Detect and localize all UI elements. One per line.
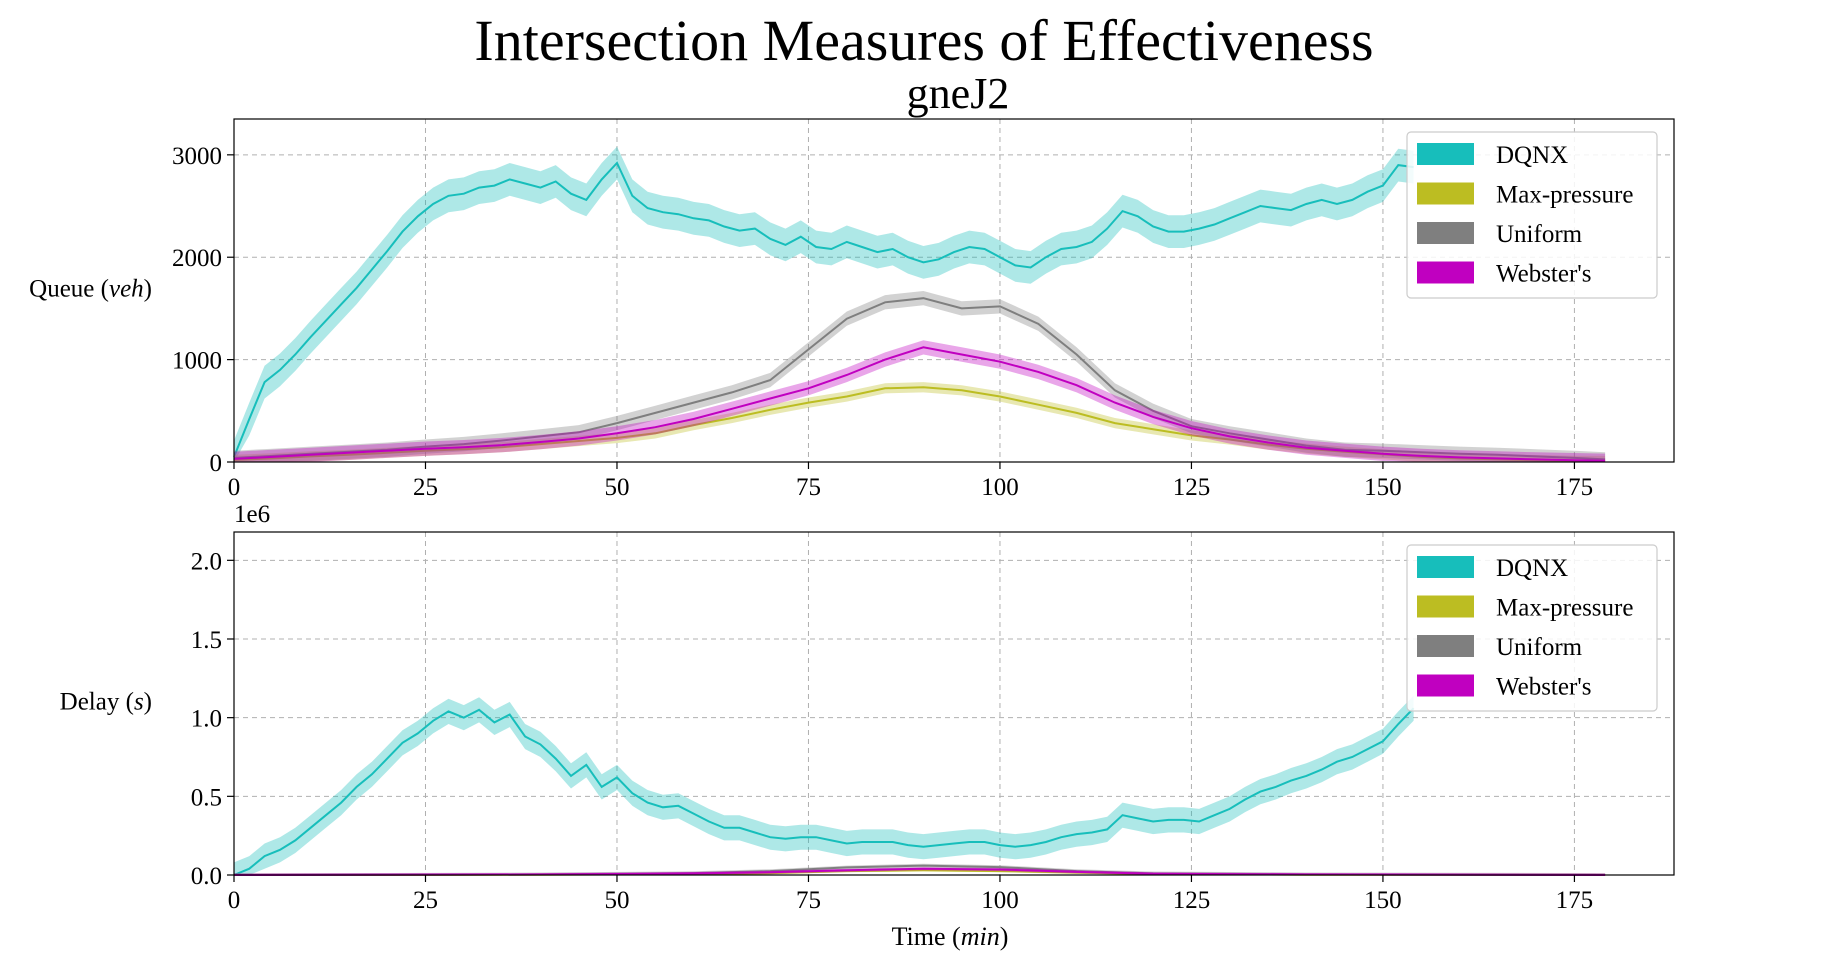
x-tick-label: 25	[413, 887, 438, 914]
y-tick-label: 1000	[172, 348, 222, 375]
x-tick-label: 0	[228, 474, 241, 501]
legend-label: Max-pressure	[1496, 595, 1633, 622]
x-tick-label: 50	[604, 887, 629, 914]
legend-label: Webster's	[1496, 674, 1592, 701]
series-line-webster-s	[233, 346, 1606, 462]
series-band-webster-s	[234, 867, 1606, 875]
delay-panel: 0 25 50 75 100 125 150 175 0.0 0.5 1.0 1.5 2.0 1e6 Del…	[60, 501, 1675, 951]
legend-swatch	[1417, 674, 1474, 697]
legend-label: DQNX	[1496, 555, 1568, 582]
x-tick-label: 75	[796, 474, 821, 501]
legend-swatch	[1417, 261, 1474, 284]
y-tick-label: 0.0	[191, 863, 222, 890]
y-tick-label: 3000	[172, 143, 222, 170]
legend-swatch	[1417, 635, 1474, 657]
series-line-uniform	[233, 297, 1606, 461]
x-tick-label: 100	[981, 474, 1019, 501]
legend: DQNX Max-pressure Uniform Webster's	[1406, 131, 1658, 299]
y-offset-text: 1e6	[234, 501, 270, 528]
x-tick-label: 150	[1364, 474, 1402, 501]
queue-panel: 0 25 50 75 100 125 150 175 0 1000 2000 3000 Queue (v…	[29, 118, 1675, 501]
series-line-dqnx	[233, 707, 1415, 876]
legend: DQNX Max-pressure Uniform Webster's	[1406, 544, 1658, 712]
y-tick-label: 0.5	[191, 784, 222, 811]
y-axis-label: Queue (veh)	[29, 276, 152, 303]
legend-label: Webster's	[1496, 261, 1592, 288]
series-line-dqnx	[233, 161, 1414, 458]
x-tick-label: 75	[796, 887, 821, 914]
series-band-webster-s	[234, 340, 1606, 462]
axes-frame	[233, 118, 1675, 463]
legend-swatch	[1417, 556, 1474, 578]
legend-label: Max-pressure	[1496, 182, 1633, 209]
legend-frame	[1406, 131, 1658, 299]
x-tick-label: 150	[1364, 887, 1402, 914]
x-tick-label: 100	[981, 887, 1019, 914]
legend-swatch	[1417, 182, 1474, 205]
x-axis-label: Time (min)	[892, 922, 1009, 951]
x-tick-label: 175	[1556, 887, 1594, 914]
x-tick-label: 125	[1173, 474, 1211, 501]
y-axis-label: Delay (s)	[60, 689, 152, 716]
legend-label: Uniform	[1496, 221, 1583, 248]
legend-swatch	[1417, 595, 1474, 618]
y-tick-label: 2000	[172, 245, 222, 272]
series-line-webster-s	[233, 867, 1606, 876]
series-band-dqnx	[234, 146, 1414, 462]
y-tick-label: 1.5	[191, 627, 222, 654]
x-tick-label: 0	[228, 887, 241, 914]
series-band-dqnx	[234, 695, 1414, 875]
x-tick-label: 175	[1556, 474, 1594, 501]
x-tick-label: 125	[1173, 887, 1211, 914]
x-tick-label: 25	[413, 474, 438, 501]
y-tick-label: 2.0	[191, 548, 222, 575]
chart-title: Intersection Measures of Effectiveness	[474, 8, 1373, 73]
legend-swatch	[1417, 143, 1474, 165]
axes-frame	[233, 531, 1675, 876]
y-tick-label: 0	[210, 450, 223, 477]
legend-frame	[1406, 544, 1658, 712]
chart-subtitle: gneJ2	[907, 69, 1010, 118]
x-tick-label: 50	[604, 474, 629, 501]
legend-swatch	[1417, 222, 1474, 244]
y-tick-label: 1.0	[191, 706, 222, 733]
series-band-uniform	[234, 291, 1606, 462]
legend-label: Uniform	[1496, 634, 1583, 661]
legend-label: DQNX	[1496, 142, 1568, 169]
